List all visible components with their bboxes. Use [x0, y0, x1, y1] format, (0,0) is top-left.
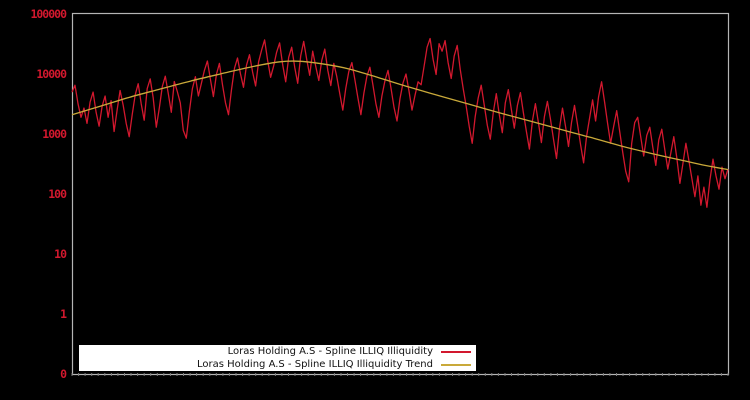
- legend-swatch-trend: [441, 363, 471, 366]
- legend-item-illiquidity: Loras Holding A.S - Spline ILLIQ Illiqui…: [79, 345, 476, 358]
- legend-swatch-illiquidity: [441, 350, 471, 353]
- y-tick-label: 1: [60, 307, 67, 321]
- legend: Loras Holding A.S - Spline ILLIQ Illiqui…: [79, 345, 476, 371]
- legend-label-illiquidity: Loras Holding A.S - Spline ILLIQ Illiqui…: [227, 345, 433, 357]
- illiquidity-series-line: [71, 37, 729, 208]
- y-tick-label: 100000: [30, 7, 67, 21]
- y-tick-label: 100: [48, 187, 67, 201]
- plot-border: [71, 12, 730, 376]
- trend-series-line: [71, 60, 729, 171]
- y-tick-label: 10000: [36, 67, 67, 81]
- legend-label-trend: Loras Holding A.S - Spline ILLIQ Illiqui…: [197, 358, 433, 370]
- y-tick-label: 1000: [42, 127, 67, 141]
- legend-item-trend: Loras Holding A.S - Spline ILLIQ Illiqui…: [79, 358, 476, 371]
- y-tick-label: 10: [54, 247, 67, 261]
- y-tick-label: 0: [60, 367, 67, 381]
